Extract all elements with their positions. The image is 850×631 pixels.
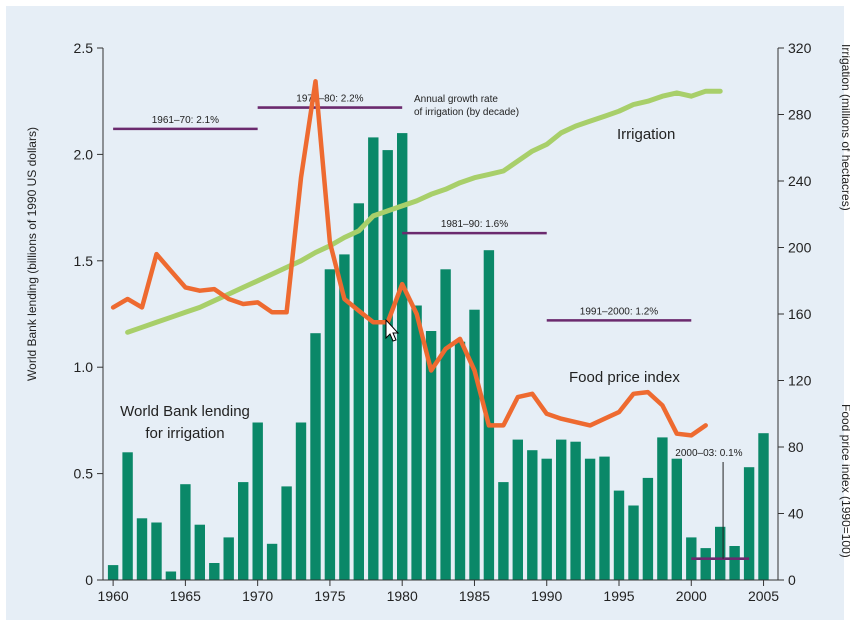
lending-bar xyxy=(743,467,755,580)
right-axis-tick-label: 320 xyxy=(788,40,812,56)
growth-rate-title: Annual growth rate xyxy=(414,94,498,105)
x-axis-tick-label: 1965 xyxy=(170,588,201,604)
lending-bar xyxy=(584,458,596,580)
left-axis-tick-label: 1.5 xyxy=(74,253,94,269)
lending-bar xyxy=(295,422,307,580)
lending-bar xyxy=(425,331,437,580)
lending-bar xyxy=(209,563,220,580)
right-axis-tick-label: 160 xyxy=(788,306,812,322)
x-axis-tick-label: 1975 xyxy=(314,588,345,604)
lending-bar xyxy=(671,458,682,580)
right-axis-tick-label: 240 xyxy=(788,173,812,189)
x-axis-tick-label: 2005 xyxy=(748,588,779,604)
lending-bar xyxy=(122,452,133,580)
right-axis-tick-label: 200 xyxy=(788,240,812,256)
lending-bar xyxy=(151,522,162,580)
lending-bar xyxy=(339,254,350,580)
lending-bar xyxy=(382,150,393,580)
lending-bar xyxy=(223,537,234,580)
x-axis-tick-label: 1995 xyxy=(603,588,634,604)
growth-rate-title: of irrigation (by decade) xyxy=(414,107,519,118)
lending-bar xyxy=(628,505,639,580)
lending-bar xyxy=(657,437,668,580)
mouse-cursor-icon xyxy=(385,318,400,342)
lending-bar xyxy=(136,518,148,580)
irrigation-label: Irrigation xyxy=(617,126,675,143)
lending-bar xyxy=(541,458,552,580)
x-axis-tick-label: 1960 xyxy=(98,588,129,604)
right-axis-tick-label: 40 xyxy=(788,506,804,522)
lending-bar xyxy=(165,571,177,580)
left-axis-tick-label: 0 xyxy=(85,572,93,588)
growth-rate-label: 2000–03: 0.1% xyxy=(675,448,742,459)
right-axis-title-bottom: Food price index (1990=100) xyxy=(839,404,850,558)
lending-bar xyxy=(194,524,205,580)
lending-bar xyxy=(324,269,336,580)
lending-bar xyxy=(498,482,509,580)
lending-bar xyxy=(483,250,495,580)
lending-bar xyxy=(599,456,610,580)
food-price-line xyxy=(110,79,708,438)
lending-bar xyxy=(180,484,191,580)
lending-bar xyxy=(758,433,769,580)
lending-bar xyxy=(512,439,523,580)
right-axis-tick-label: 0 xyxy=(788,572,796,588)
lending-bar xyxy=(715,526,726,580)
right-axis-tick-label: 80 xyxy=(788,439,804,455)
growth-rate-label: 1961–70: 2.1% xyxy=(152,115,219,126)
lending-bar xyxy=(238,482,249,580)
x-axis-tick-label: 1970 xyxy=(242,588,273,604)
left-axis-tick-label: 2.5 xyxy=(74,40,94,56)
lending-label: World Bank lending xyxy=(120,403,250,420)
lending-bar xyxy=(310,333,321,580)
lending-bar xyxy=(469,309,480,580)
lending-bar xyxy=(613,490,625,580)
right-axis-tick-label: 120 xyxy=(788,373,812,389)
lending-bar xyxy=(454,341,466,580)
x-axis-tick-label: 1985 xyxy=(459,588,490,604)
lending-bar xyxy=(281,486,292,580)
food-price-label: Food price index xyxy=(569,369,680,386)
right-axis-tick-label: 280 xyxy=(788,107,812,123)
lending-bar xyxy=(411,305,422,580)
left-axis-tick-label: 0.5 xyxy=(74,466,94,482)
x-axis-tick-label: 1990 xyxy=(531,588,562,604)
x-axis-tick-label: 2000 xyxy=(676,588,707,604)
left-axis-title: World Bank lending (billions of 1990 US … xyxy=(25,127,39,381)
growth-rate-label: 1991–2000: 1.2% xyxy=(580,306,659,317)
lending-bar xyxy=(527,450,538,580)
lending-bar xyxy=(266,543,278,580)
x-axis-tick-label: 1980 xyxy=(387,588,418,604)
left-axis-tick-label: 1.0 xyxy=(74,359,94,375)
lending-label: for irrigation xyxy=(145,425,224,442)
left-axis-tick-label: 2.0 xyxy=(74,146,94,162)
chart-background xyxy=(6,6,844,620)
lending-bar xyxy=(570,441,581,580)
lending-bar xyxy=(440,269,451,580)
lending-bar xyxy=(107,565,119,580)
lending-bar xyxy=(252,422,263,580)
lending-bar xyxy=(353,203,364,581)
lending-bar xyxy=(642,477,654,580)
lending-bar xyxy=(700,548,711,580)
lending-bar xyxy=(556,439,567,580)
lending-bar xyxy=(368,137,379,580)
lending-bar xyxy=(397,133,408,580)
growth-rate-label: 1981–90: 1.6% xyxy=(441,219,508,230)
right-axis-title-top: Irrigation (millions of hectacres) xyxy=(839,44,850,211)
growth-rate-label: 1971–80: 2.2% xyxy=(296,94,363,105)
lending-bar xyxy=(729,546,740,580)
